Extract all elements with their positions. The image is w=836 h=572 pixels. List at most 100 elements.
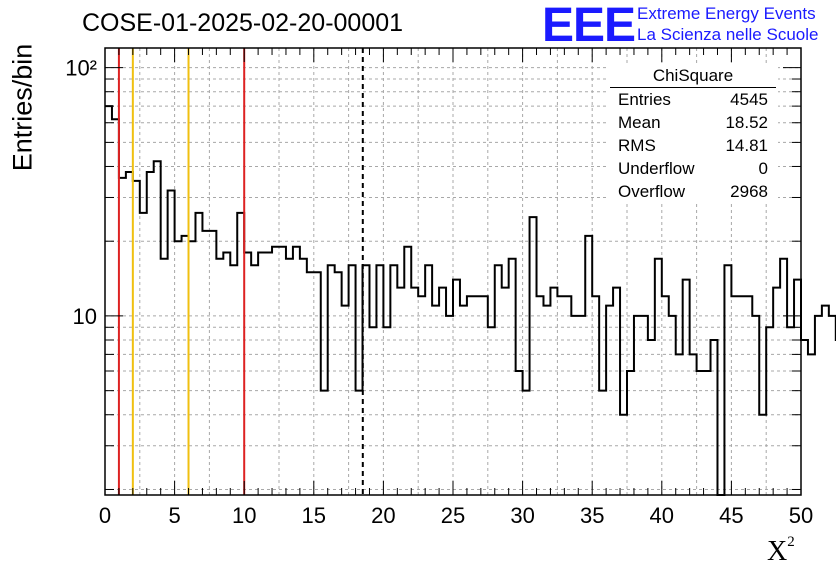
- histogram-bin: [390, 265, 397, 495]
- histogram-bin: [425, 265, 432, 495]
- reference-lines: [117, 48, 364, 495]
- histogram-bin: [592, 296, 599, 495]
- histogram-bin: [321, 391, 328, 495]
- histogram-bin: [488, 327, 495, 495]
- histogram-bin: [752, 316, 759, 495]
- histogram-bin: [411, 288, 418, 495]
- histogram-bin: [669, 316, 676, 495]
- histogram-bin: [446, 316, 453, 495]
- histogram-bin: [133, 181, 140, 495]
- histogram-bin: [147, 172, 154, 495]
- histogram-bin: [780, 259, 787, 495]
- y-tick-label: 10: [73, 304, 97, 329]
- histogram-bin: [467, 296, 474, 495]
- histogram-bin: [606, 306, 613, 495]
- histogram-bin: [244, 253, 251, 495]
- histogram-bin: [397, 288, 404, 495]
- histogram-bin: [787, 327, 794, 495]
- histogram-bin: [363, 265, 370, 495]
- histogram-bin: [815, 316, 822, 495]
- histogram-bin: [175, 241, 182, 495]
- histogram-bin: [537, 296, 544, 495]
- histogram-bin: [585, 236, 592, 495]
- histogram-bin: [495, 265, 502, 495]
- x-tick-label: 0: [99, 503, 111, 528]
- x-tick-label: 35: [580, 503, 604, 528]
- histogram-bin: [697, 371, 704, 495]
- stats-row: RMS 14.81: [608, 134, 778, 157]
- histogram-bin: [439, 288, 446, 495]
- histogram-bin: [168, 191, 175, 495]
- histogram-bin: [293, 247, 300, 495]
- histogram-bin: [690, 354, 697, 495]
- histogram-bin: [307, 272, 314, 495]
- eee-logo: EEE: [542, 0, 636, 52]
- y-axis-label: Entries/bin: [7, 43, 38, 172]
- histogram-bin: [432, 306, 439, 495]
- histogram-bin: [523, 391, 530, 495]
- histogram-bin: [550, 288, 557, 495]
- histogram-bin: [105, 106, 112, 495]
- histogram-bin: [711, 340, 718, 495]
- histogram-bin: [453, 280, 460, 495]
- histogram-bin: [404, 247, 411, 495]
- histogram-bin: [383, 327, 390, 495]
- stats-row: Entries 4545: [608, 88, 778, 111]
- stats-value: 4545: [730, 90, 768, 109]
- histogram-bin: [342, 306, 349, 495]
- histogram-bin: [759, 415, 766, 495]
- stats-row: Underflow 0: [608, 157, 778, 180]
- histogram-bin: [745, 296, 752, 495]
- histogram-bin: [230, 265, 237, 495]
- histogram-bin: [620, 415, 627, 495]
- histogram-bin: [349, 265, 356, 495]
- histogram-bin: [460, 306, 467, 495]
- histogram-bin: [209, 231, 216, 495]
- histogram-bin: [578, 316, 585, 495]
- x-tick-label: 5: [168, 503, 180, 528]
- histogram-bin: [265, 253, 272, 495]
- histogram-bin: [724, 265, 731, 495]
- tick-labels: 0 5 10 15 20 25 30 35 40 45 50 10 10²: [65, 56, 813, 528]
- histogram-bin: [258, 253, 265, 495]
- histogram-bin: [801, 340, 808, 495]
- histogram-bin: [613, 288, 620, 495]
- stats-value: 0: [758, 159, 768, 178]
- histogram-bin: [738, 296, 745, 495]
- histogram-bin: [279, 247, 286, 495]
- histogram-bin: [223, 253, 230, 495]
- stats-row: Mean 18.52: [608, 111, 778, 134]
- histogram-bin: [112, 119, 119, 495]
- histogram-bin: [571, 316, 578, 495]
- histogram-bin: [773, 288, 780, 495]
- histogram-bin: [195, 213, 202, 495]
- histogram-steps: [105, 105, 836, 496]
- y-tick-label: 10²: [65, 56, 97, 81]
- stats-label: Underflow: [618, 159, 695, 178]
- histogram-bin: [474, 296, 481, 495]
- histogram-bin: [369, 327, 376, 495]
- histogram-bin: [662, 296, 669, 495]
- x-tick-label: 40: [650, 503, 674, 528]
- histogram-bin: [683, 280, 690, 495]
- histogram-bin: [641, 316, 648, 495]
- chart-title: COSE-01-2025-02-20-00001: [82, 9, 404, 37]
- histogram-bin: [237, 213, 244, 495]
- histogram-bin: [564, 296, 571, 495]
- histogram-bin: [530, 217, 537, 495]
- x-tick-label: 10: [232, 503, 256, 528]
- x-tick-label: 25: [441, 503, 465, 528]
- axis-ticks: [104, 48, 802, 495]
- histogram-bin: [516, 371, 523, 495]
- histogram-bin: [314, 272, 321, 495]
- histogram-bin: [202, 231, 209, 495]
- histogram-bin: [140, 213, 147, 495]
- histogram-bin: [376, 265, 383, 495]
- histogram-bin: [161, 259, 168, 495]
- x-tick-label: 20: [371, 503, 395, 528]
- stats-row: Overflow 2968: [608, 180, 778, 203]
- stats-label: Entries: [618, 90, 671, 109]
- histogram-bin: [731, 296, 738, 495]
- histogram-bin: [655, 259, 662, 495]
- stats-box: ChiSquare Entries 4545 Mean 18.52 RMS 14.81…: [608, 66, 778, 203]
